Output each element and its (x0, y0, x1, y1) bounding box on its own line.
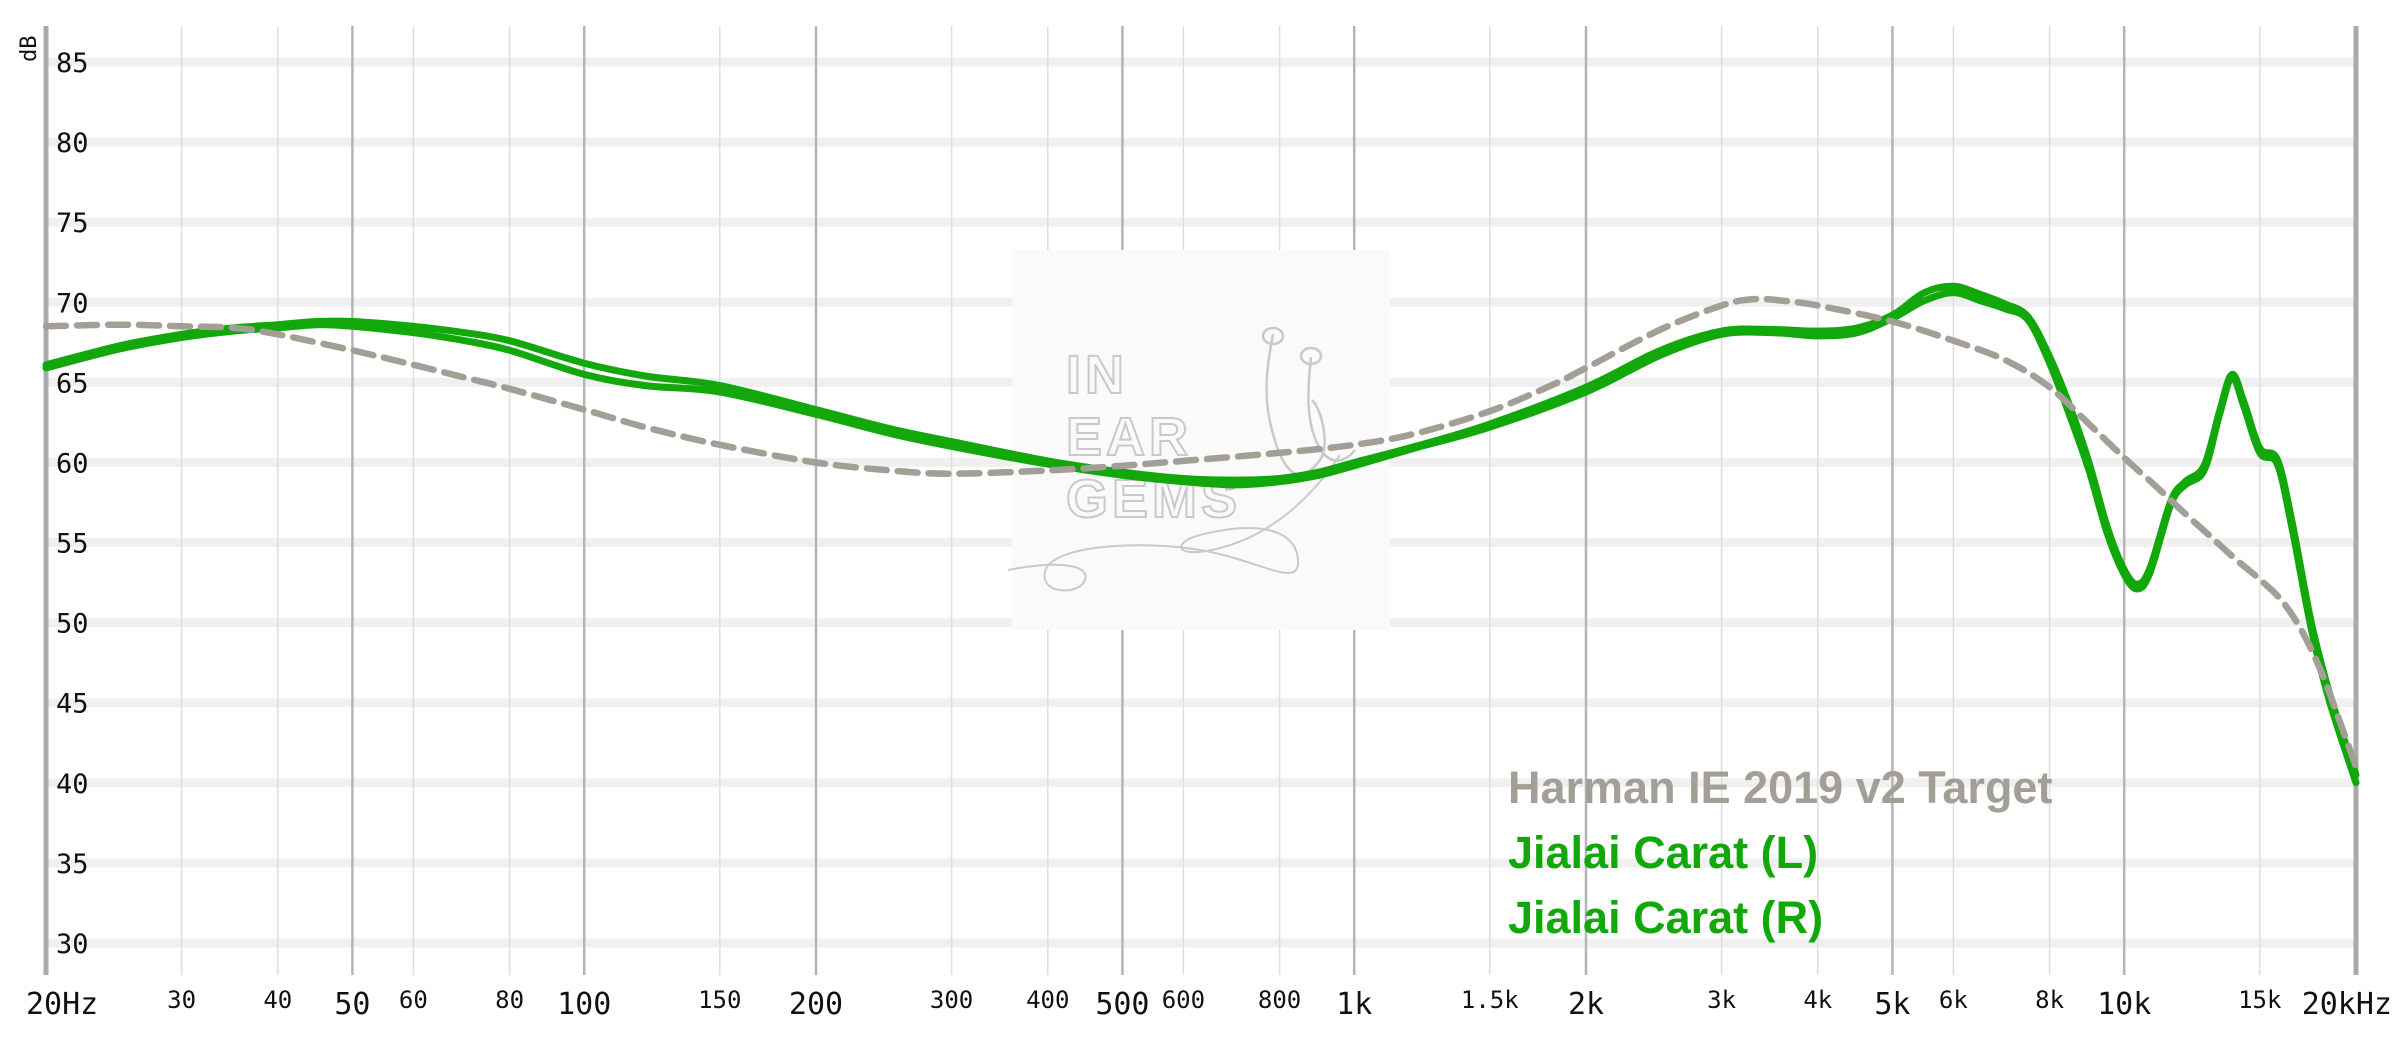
x-tick-label-60: 60 (399, 986, 428, 1014)
legend-item-jialai-carat-left: Jialai Carat (L) (1508, 827, 1818, 878)
x-tick-label-3k: 3k (1707, 986, 1736, 1014)
x-tick-label-2k: 2k (1568, 987, 1604, 1022)
y-tick-label-40: 40 (56, 769, 89, 800)
x-tick-label-800: 800 (1258, 986, 1301, 1014)
x-tick-label-80: 80 (495, 986, 524, 1014)
legend-item-harman-target: Harman IE 2019 v2 Target (1508, 762, 2052, 813)
x-tick-label-6k: 6k (1939, 986, 1968, 1014)
x-tick-label-30: 30 (167, 986, 196, 1014)
watermark-line-2: EAR (1066, 407, 1192, 467)
y-axis-unit-label: dB (17, 36, 42, 63)
x-tick-label-4k: 4k (1803, 986, 1832, 1014)
y-tick-label-75: 75 (56, 208, 89, 239)
x-tick-label-20hz: 20Hz (26, 987, 98, 1022)
x-tick-label-50: 50 (334, 987, 370, 1022)
y-tick-label-70: 70 (56, 288, 89, 319)
y-tick-label-80: 80 (56, 128, 89, 159)
x-tick-label-200: 200 (789, 987, 843, 1022)
x-tick-label-20khz: 20kHz (2302, 987, 2392, 1022)
watermark: IN EAR GEMS (1007, 250, 1390, 630)
x-tick-label-1-5k: 1.5k (1461, 986, 1519, 1014)
y-tick-label-85: 85 (56, 48, 89, 79)
x-tick-label-8k: 8k (2035, 986, 2064, 1014)
x-tick-label-150: 150 (698, 986, 741, 1014)
y-tick-label-30: 30 (56, 929, 89, 960)
watermark-line-1: IN (1066, 345, 1128, 405)
x-tick-label-10k: 10k (2097, 987, 2151, 1022)
x-tick-label-5k: 5k (1874, 987, 1910, 1022)
x-tick-label-600: 600 (1162, 986, 1205, 1014)
y-tick-label-50: 50 (56, 609, 89, 640)
series-line-jialai-carat-r (42, 289, 2360, 787)
x-tick-label-400: 400 (1026, 986, 1069, 1014)
x-tick-label-1k: 1k (1336, 987, 1372, 1022)
x-tick-label-300: 300 (930, 986, 973, 1014)
y-tick-label-55: 55 (56, 529, 89, 560)
x-tick-label-100: 100 (557, 987, 611, 1022)
y-tick-label-65: 65 (56, 368, 89, 399)
legend: Harman IE 2019 v2 Target Jialai Carat (L… (1508, 762, 2052, 943)
y-tick-label-35: 35 (56, 849, 89, 880)
earphones-icon (1007, 326, 1356, 592)
y-tick-label-60: 60 (56, 448, 89, 479)
x-tick-label-40: 40 (263, 986, 292, 1014)
series-line-harman-ie-2019-v2-target (42, 295, 2360, 771)
x-tick-label-15k: 15k (2238, 986, 2282, 1014)
series-layer (42, 282, 2360, 787)
axis-layer: dB 30 35 40 45 50 55 60 65 70 75 80 85 20Hz 30 40 50 60 8… (17, 36, 2392, 1023)
legend-item-jialai-carat-right: Jialai Carat (R) (1508, 892, 1823, 943)
y-tick-label-45: 45 (56, 689, 89, 720)
x-tick-label-500: 500 (1095, 987, 1149, 1022)
